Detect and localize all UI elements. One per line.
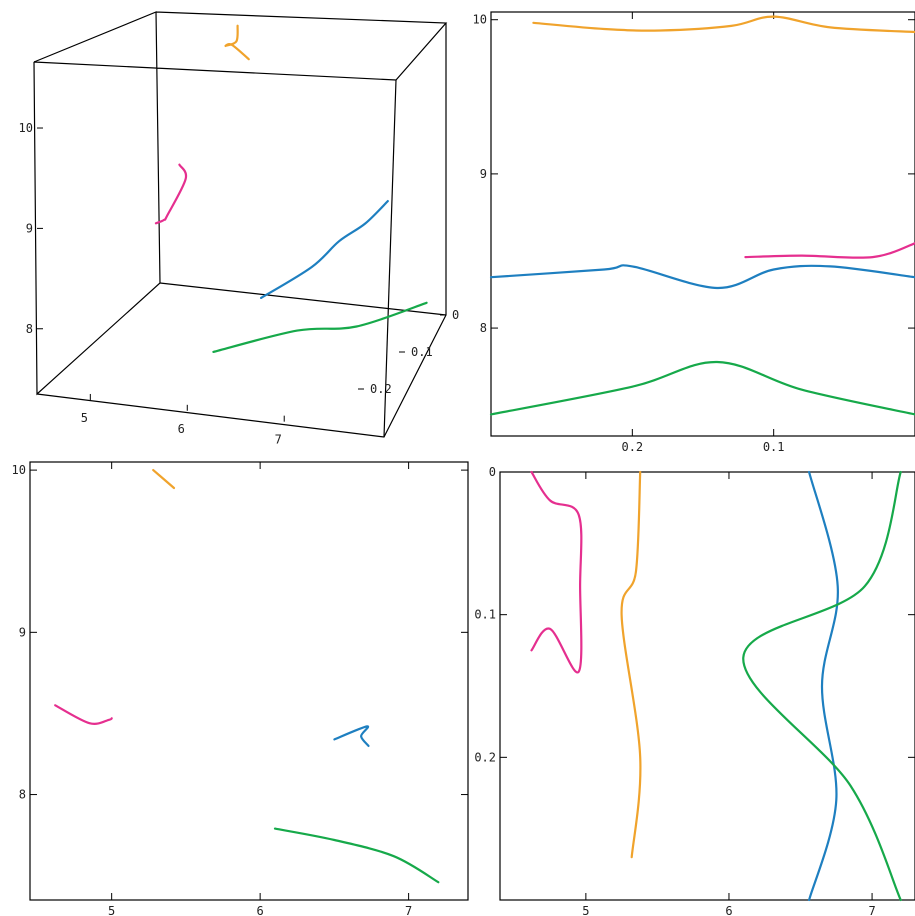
series-line-green xyxy=(489,360,915,416)
series-line-3d-orange xyxy=(224,24,250,61)
plot-frame xyxy=(29,461,469,901)
series-line-green xyxy=(273,827,440,884)
plot-frame xyxy=(490,11,915,437)
tick-label: 9 xyxy=(480,167,487,181)
series-line-3d-pink xyxy=(154,163,188,225)
panel-bottom-right: 5 6 7 0 0.1 0.2 xyxy=(474,465,915,916)
series-line-pink xyxy=(54,704,113,725)
series-line-3d-blue xyxy=(260,200,389,299)
tick-label: 0 xyxy=(489,465,496,479)
tick-label: 10 xyxy=(19,121,33,135)
tick-label: 7 xyxy=(275,433,282,447)
tick-label: 5 xyxy=(81,411,88,425)
tick-label: 6 xyxy=(725,904,732,916)
cube-back-edges xyxy=(33,11,448,396)
cube-floor-edge xyxy=(159,282,447,316)
tick-label: 5 xyxy=(108,904,115,916)
tick-label: 8 xyxy=(19,788,26,802)
tick-label: 0.1 xyxy=(411,345,433,359)
panel-3d: 5 6 7 0 0.1 0.2 8 9 10 xyxy=(19,11,459,447)
series-line-orange xyxy=(532,15,915,34)
tick-label: 6 xyxy=(257,904,264,916)
tick-label: 6 xyxy=(178,422,185,436)
tick-label: 7 xyxy=(868,904,875,916)
cube-front-edges xyxy=(36,23,447,438)
series-line-3d-green xyxy=(212,301,428,353)
series-line-blue xyxy=(808,470,839,902)
series-line-blue xyxy=(333,725,370,747)
tick-label: 0.2 xyxy=(474,750,496,764)
series-line-orange xyxy=(152,469,176,490)
tick-label: 10 xyxy=(473,13,487,27)
tick-label: 8 xyxy=(480,321,487,335)
plot-frame xyxy=(499,471,915,901)
series-line-pink xyxy=(744,242,915,259)
series-line-blue xyxy=(489,264,915,290)
tick-label: 7 xyxy=(405,904,412,916)
tick-label: 0.1 xyxy=(763,440,785,454)
tick-label: 0 xyxy=(452,308,459,322)
tick-label: 8 xyxy=(26,322,33,336)
tick-label: 0.1 xyxy=(474,608,496,622)
cube-box xyxy=(33,11,448,438)
series-line-green xyxy=(742,470,902,902)
tick-label: 9 xyxy=(19,625,26,639)
series-line-orange xyxy=(620,470,642,859)
tick-label: 0.2 xyxy=(370,382,392,396)
tick-label: 5 xyxy=(582,904,589,916)
series-line-pink xyxy=(530,470,583,674)
tick-label: 0.2 xyxy=(621,440,643,454)
tick-label: 10 xyxy=(12,463,26,477)
panel-top-right: 0.2 0.1 8 9 10 xyxy=(473,11,915,454)
tick-label: 9 xyxy=(26,221,33,235)
cube-front-right-edge xyxy=(383,79,397,438)
panel-bottom-left: 5 6 7 8 9 10 xyxy=(12,461,469,916)
